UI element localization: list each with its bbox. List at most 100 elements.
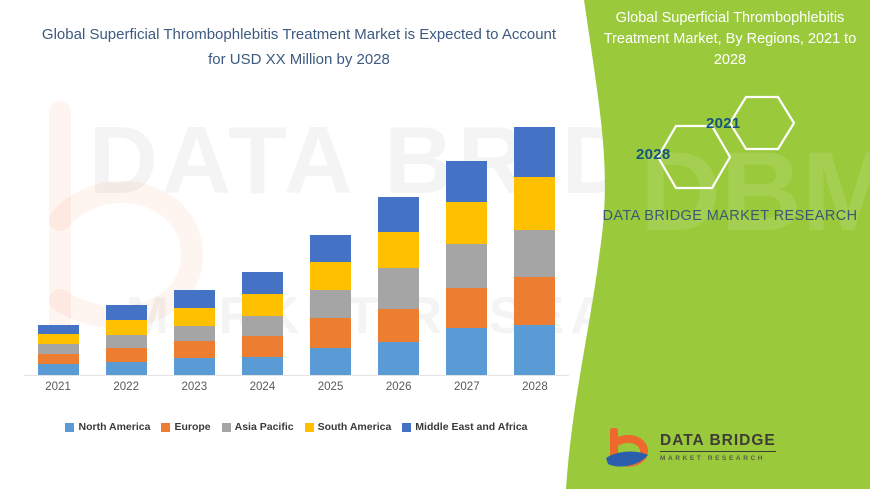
bar-column: [365, 110, 433, 375]
bar-segment: [37, 354, 79, 364]
bar-segment: [310, 262, 352, 290]
legend-swatch-icon: [402, 422, 412, 432]
bar-segment: [173, 358, 215, 375]
hexagon-2028-icon: [656, 124, 732, 190]
bar-segment: [105, 362, 147, 375]
bar-segment: [105, 348, 147, 362]
bar-segment: [310, 235, 352, 262]
hex-badge-group: [628, 92, 828, 190]
axis-baseline: [24, 375, 569, 376]
stacked-bar: [173, 290, 215, 375]
bar-group: [24, 110, 569, 375]
bar-segment: [514, 325, 556, 375]
bar-column: [92, 110, 160, 375]
hex-badge-label-2028: 2028: [636, 146, 671, 163]
hex-badge-label-2021: 2021: [706, 115, 741, 132]
bar-segment: [173, 308, 215, 326]
stacked-bar: [446, 161, 488, 375]
bar-segment: [446, 161, 488, 202]
x-axis-tick-label: 2022: [113, 381, 139, 393]
bar-segment: [241, 357, 283, 375]
stacked-bar: [37, 325, 79, 375]
bar-segment: [446, 202, 488, 244]
stacked-bar: [105, 305, 147, 375]
bar-segment: [37, 334, 79, 344]
bar-segment: [173, 326, 215, 341]
bar-segment: [310, 348, 352, 375]
stacked-bar: [241, 272, 283, 375]
bar-column: [160, 110, 228, 375]
legend-label: South America: [317, 421, 392, 433]
legend-swatch-icon: [65, 422, 75, 432]
x-axis-tick-label: 2026: [385, 381, 412, 393]
bar-segment: [37, 344, 79, 354]
legend-swatch-icon: [161, 422, 171, 432]
bar-segment: [37, 364, 79, 375]
bar-segment: [378, 232, 420, 268]
x-axis-tick-label: 2025: [317, 381, 344, 393]
data-bridge-mark-icon: [606, 427, 649, 467]
x-axis-tick-label: 2023: [181, 381, 208, 393]
chart-legend: North America Europe Asia Pacific South Ame…: [24, 417, 569, 437]
legend-item[interactable]: Middle East and Africa: [402, 421, 528, 433]
bar-segment: [378, 309, 420, 342]
bar-segment: [514, 277, 556, 325]
hexagon-outlines-icon: [656, 95, 796, 190]
bar-segment: [514, 230, 556, 277]
bar-segment: [378, 268, 420, 309]
legend-label: Asia Pacific: [234, 421, 294, 433]
bar-column: [228, 110, 296, 375]
x-axis-tick-label: 2021: [45, 381, 71, 393]
stacked-bar: [378, 197, 420, 375]
bar-segment: [378, 342, 420, 375]
bar-segment: [105, 335, 147, 348]
brand-logo-subtitle: MARKET RESEARCH: [660, 455, 766, 462]
bar-segment: [173, 290, 215, 308]
stacked-bar-chart: [24, 110, 569, 376]
x-axis-labels: 2021 2022 2023 2024 2025 2026 2027 2028: [24, 381, 569, 401]
brand-logo-text: DATA BRIDGE MARKET RESEARCH: [660, 432, 776, 462]
bar-column: [433, 110, 501, 375]
bar-segment: [310, 290, 352, 318]
green-panel-content: Global Superficial Thrombophlebitis Trea…: [586, 0, 870, 489]
x-axis-tick-label: 2028: [522, 381, 548, 393]
bar-segment: [241, 294, 283, 316]
page-title: Global Superficial Thrombophlebitis Trea…: [41, 26, 557, 68]
bar-column: [501, 110, 569, 375]
bar-segment: [105, 305, 147, 320]
bar-segment: [514, 127, 556, 177]
bar-segment: [378, 197, 420, 232]
stacked-bar: [310, 235, 352, 375]
bar-segment: [446, 288, 488, 328]
bar-segment: [446, 244, 488, 288]
green-panel-title: Global Superficial Thrombophlebitis Trea…: [603, 10, 857, 68]
legend-item[interactable]: Asia Pacific: [221, 421, 294, 433]
green-panel-brand-text: DATA BRIDGE MARKET RESEARCH: [602, 208, 858, 224]
bar-segment: [310, 318, 352, 348]
bar-segment: [446, 328, 488, 375]
bar-segment: [514, 177, 556, 230]
legend-item[interactable]: North America: [65, 421, 150, 433]
x-axis-tick-label: 2024: [249, 381, 276, 393]
bar-segment: [37, 325, 79, 334]
bar-segment: [173, 341, 215, 358]
legend-swatch-icon: [304, 422, 314, 432]
legend-item[interactable]: South America: [304, 421, 392, 433]
brand-logo: DATA BRIDGE MARKET RESEARCH: [604, 427, 776, 476]
hexagon-2021-icon: [728, 95, 796, 151]
bar-segment: [241, 316, 283, 336]
legend-label: Middle East and Africa: [415, 421, 528, 433]
brand-logo-name: DATA BRIDGE: [660, 432, 776, 452]
bar-segment: [241, 272, 283, 294]
legend-label: Europe: [174, 421, 211, 433]
legend-swatch-icon: [221, 422, 231, 432]
stacked-bar: [514, 127, 556, 375]
bar-segment: [105, 320, 147, 335]
bar-column: [24, 110, 92, 375]
legend-item[interactable]: Europe: [161, 421, 211, 433]
bar-column: [297, 110, 365, 375]
legend-label: North America: [78, 421, 151, 433]
bar-segment: [241, 336, 283, 357]
x-axis-tick-label: 2027: [454, 381, 480, 393]
